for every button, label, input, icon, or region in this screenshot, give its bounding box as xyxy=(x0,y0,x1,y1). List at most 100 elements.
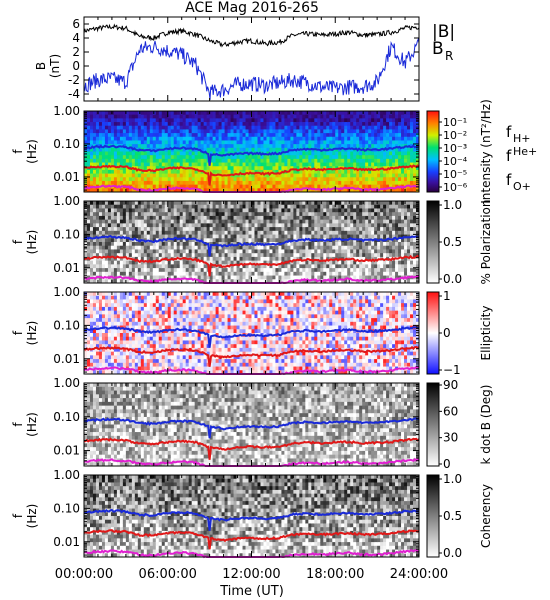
spectrogram-cell xyxy=(170,111,175,116)
spectrogram-cell xyxy=(101,114,106,119)
spectrogram-cell xyxy=(260,271,264,276)
spectrogram-cell xyxy=(140,184,145,189)
spectrogram-cell xyxy=(302,118,306,123)
spectrogram-cell xyxy=(389,180,393,186)
spectrogram-cell xyxy=(275,144,279,149)
spectrogram-cell xyxy=(155,227,160,232)
spectrogram-cell xyxy=(287,223,291,228)
spectrogram-cell xyxy=(296,140,300,145)
spectrogram-cell xyxy=(125,234,130,239)
spectrogram-cell xyxy=(149,271,154,276)
spectrogram-cell xyxy=(158,219,163,224)
spectrogram-cell xyxy=(254,238,258,243)
spectrogram-cell xyxy=(332,275,336,280)
spectrogram-cell xyxy=(308,253,312,258)
spectrogram-cell xyxy=(335,180,339,186)
spectrogram-cell xyxy=(386,151,390,156)
spectrogram-cell xyxy=(95,129,100,134)
spectrogram-cell xyxy=(374,230,378,235)
spectrogram-cell xyxy=(368,173,372,178)
spectrogram-cell xyxy=(170,180,175,186)
spectrogram-cell xyxy=(164,249,169,254)
spectrogram-cell xyxy=(284,234,288,239)
spectrogram-cell xyxy=(233,234,237,239)
spectrogram-cell xyxy=(362,129,366,134)
spectrogram-cell xyxy=(104,223,109,228)
spectrogram-cell xyxy=(287,151,291,156)
spectrogram-cell xyxy=(410,177,414,182)
spectrogram-cell xyxy=(275,249,279,254)
spectrogram-cell xyxy=(84,204,88,209)
spectrogram-cell xyxy=(332,242,336,247)
spectrogram-cell xyxy=(104,260,109,265)
spectrogram-cell xyxy=(188,118,193,123)
spectrogram-cell xyxy=(230,122,234,127)
spectrogram-cell xyxy=(185,111,190,116)
spectrogram-cell xyxy=(170,249,175,254)
spectrogram-cell xyxy=(245,249,249,254)
spectrogram-cell xyxy=(299,204,303,209)
spectrogram-cell xyxy=(344,158,348,163)
spectrogram-cell xyxy=(338,188,342,193)
spectrogram-cell xyxy=(194,125,199,130)
spectrogram-cell xyxy=(203,249,208,254)
spectrogram-cell xyxy=(263,162,267,167)
spectrogram-cell xyxy=(188,234,193,239)
spectrogram-cell xyxy=(254,264,258,269)
spectrogram-cell xyxy=(110,256,115,262)
spectrogram-cell xyxy=(278,129,282,134)
spectrogram-cell xyxy=(413,133,417,138)
spectrogram-cell xyxy=(233,219,237,224)
spectrogram-cell xyxy=(359,111,363,116)
spectrogram-cell xyxy=(344,173,348,178)
spectrogram-cell xyxy=(140,268,145,273)
spectrogram-cell xyxy=(266,201,270,206)
spectrogram-cell xyxy=(164,177,169,182)
spectrogram-cell xyxy=(362,253,366,258)
spectrogram-cell xyxy=(377,184,381,189)
spectrogram-cell xyxy=(200,136,205,141)
spectrogram-cell xyxy=(107,122,112,127)
spectrogram-cell xyxy=(251,201,255,206)
spectrogram-cell xyxy=(194,111,199,116)
spectrogram-cell xyxy=(323,125,327,130)
spectrogram-cell xyxy=(200,204,205,209)
spectrogram-cell xyxy=(365,158,369,163)
spectrogram-cell xyxy=(167,208,172,213)
spectrogram-cell xyxy=(173,140,178,145)
spectrogram-cell xyxy=(236,268,240,273)
spectrogram-cell xyxy=(245,227,249,232)
spectrogram-cell xyxy=(410,275,414,280)
spectrogram-cell xyxy=(305,162,309,167)
spectrogram-cell xyxy=(398,264,402,269)
spectrogram-cell xyxy=(116,249,121,254)
spectrogram-cell xyxy=(302,111,306,116)
spectrogram-cell xyxy=(185,227,190,232)
spectrogram-cell xyxy=(335,169,339,174)
spectrogram-cell xyxy=(380,129,384,134)
spectrogram-cell xyxy=(347,140,351,145)
spectrogram-cell xyxy=(263,219,267,224)
spectrogram-cell xyxy=(305,151,309,156)
spectrogram-cell xyxy=(335,227,339,232)
spectrogram-cell xyxy=(269,260,273,265)
spectrogram-cell xyxy=(98,245,103,250)
spectrogram-cell xyxy=(173,279,178,284)
spectrogram-cell xyxy=(86,212,91,217)
spectrogram-cell xyxy=(353,173,357,178)
spectrogram-cell xyxy=(92,234,97,239)
spectrogram-cell xyxy=(404,133,408,138)
spectrogram-cell xyxy=(380,151,384,156)
spectrogram-cell xyxy=(182,253,187,258)
spectrogram-cell xyxy=(95,114,100,119)
spectrogram-cell xyxy=(335,177,339,182)
spectrogram-cell xyxy=(263,114,267,119)
spectrogram-cell xyxy=(404,249,408,254)
spectrogram-cell xyxy=(206,133,211,138)
spectrogram-cell xyxy=(248,173,252,178)
spectrogram-cell xyxy=(155,271,160,276)
spectrogram-cell xyxy=(329,223,333,228)
spectrogram-cell xyxy=(323,204,327,209)
spectrogram-cell xyxy=(86,144,91,149)
spectrogram-cell xyxy=(119,136,124,141)
